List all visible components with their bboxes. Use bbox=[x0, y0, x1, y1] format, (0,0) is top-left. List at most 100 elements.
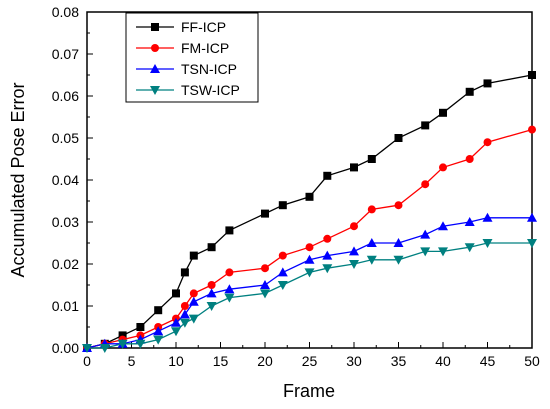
series-line bbox=[86, 217, 532, 349]
legend: FF-ICP FM-ICP TSN-ICP TSW-ICP bbox=[125, 12, 259, 103]
data-point bbox=[171, 327, 181, 337]
x-tick-label: 15 bbox=[213, 353, 229, 369]
series-line bbox=[87, 242, 532, 349]
data-point bbox=[394, 134, 403, 142]
tick-labels: 0 5 10 15 20 25 30 35 40 45 50 0.00 0.01 0.02 0.03 0.04… bbox=[52, 4, 540, 369]
x-tick-label: 5 bbox=[128, 353, 136, 369]
data-point bbox=[483, 79, 492, 88]
data-point bbox=[225, 226, 234, 235]
data-point bbox=[438, 221, 448, 231]
data-point bbox=[188, 296, 199, 306]
legend-marker bbox=[151, 23, 159, 31]
legend-marker bbox=[150, 64, 160, 73]
data-point bbox=[394, 201, 403, 210]
series-tsw-icp bbox=[82, 239, 537, 353]
data-point bbox=[349, 260, 359, 269]
y-tick-label: 0.02 bbox=[52, 256, 79, 272]
data-point bbox=[367, 155, 376, 163]
data-point bbox=[420, 247, 431, 257]
x-tick-label: 45 bbox=[480, 353, 496, 369]
y-tick-label: 0.07 bbox=[52, 46, 79, 62]
data-point bbox=[465, 155, 474, 163]
legend-item: FM-ICP bbox=[136, 40, 229, 56]
y-tick-label: 0.06 bbox=[52, 88, 79, 104]
data-point bbox=[528, 71, 536, 79]
data-point bbox=[136, 323, 145, 331]
data-point bbox=[528, 125, 536, 134]
data-point bbox=[305, 243, 314, 252]
y-tick-label: 0.05 bbox=[52, 130, 79, 146]
data-point bbox=[349, 246, 359, 256]
data-point bbox=[189, 289, 198, 298]
data-point bbox=[366, 255, 377, 265]
data-point bbox=[483, 138, 492, 147]
data-point bbox=[179, 309, 190, 319]
data-point bbox=[153, 335, 164, 345]
data-point bbox=[393, 255, 404, 265]
y-tick-label: 0.04 bbox=[52, 172, 79, 188]
data-point bbox=[225, 268, 234, 277]
y-axis-label: Accumulated Pose Error bbox=[8, 82, 28, 277]
legend-label: TSN-ICP bbox=[181, 61, 237, 77]
legend-item: FF-ICP bbox=[136, 19, 226, 35]
data-point bbox=[420, 229, 431, 239]
series-line bbox=[86, 128, 533, 349]
data-point bbox=[118, 331, 127, 340]
data-point bbox=[260, 289, 270, 299]
x-axis-label: Frame bbox=[283, 381, 335, 401]
data-point bbox=[367, 205, 376, 214]
legend-marker bbox=[151, 44, 159, 52]
legend-item: TSN-ICP bbox=[136, 61, 237, 77]
data-point bbox=[482, 212, 493, 222]
data-point bbox=[323, 171, 332, 180]
x-tick-label: 25 bbox=[302, 353, 318, 369]
x-tick-label: 10 bbox=[168, 353, 184, 369]
data-point bbox=[322, 264, 333, 274]
data-point bbox=[206, 288, 217, 298]
legend-label: FM-ICP bbox=[181, 40, 229, 56]
legend-label: TSW-ICP bbox=[181, 82, 240, 98]
y-tick-label: 0.00 bbox=[52, 340, 79, 356]
y-tick-label: 0.03 bbox=[52, 214, 79, 230]
data-point bbox=[153, 326, 164, 336]
data-point bbox=[277, 281, 288, 290]
legend-marker bbox=[150, 86, 160, 95]
x-tick-label: 30 bbox=[346, 353, 362, 369]
data-point bbox=[421, 180, 430, 189]
data-point bbox=[527, 239, 537, 248]
data-point bbox=[261, 264, 269, 273]
data-point bbox=[179, 318, 190, 328]
y-tick-label: 0.08 bbox=[52, 4, 79, 20]
data-point bbox=[207, 281, 216, 289]
data-point bbox=[366, 238, 377, 247]
data-point bbox=[323, 234, 332, 243]
data-point bbox=[465, 87, 474, 96]
y-tick-label: 0.01 bbox=[52, 298, 79, 314]
data-point bbox=[188, 314, 199, 324]
data-point bbox=[278, 251, 287, 260]
data-point bbox=[304, 254, 315, 264]
data-point bbox=[180, 268, 189, 277]
x-tick-label: 35 bbox=[391, 353, 407, 369]
data-point bbox=[350, 222, 358, 231]
legend-label: FF-ICP bbox=[181, 19, 226, 35]
data-point bbox=[189, 251, 198, 260]
data-point bbox=[261, 209, 269, 218]
data-point bbox=[438, 247, 448, 257]
data-point bbox=[278, 201, 287, 210]
data-point bbox=[207, 243, 216, 252]
data-point bbox=[206, 302, 217, 311]
data-point bbox=[439, 108, 447, 117]
data-point bbox=[82, 344, 92, 353]
x-tick-label: 20 bbox=[257, 353, 273, 369]
data-point bbox=[322, 250, 333, 260]
data-point bbox=[393, 238, 404, 247]
x-tick-label: 40 bbox=[435, 353, 451, 369]
data-point bbox=[117, 339, 128, 349]
data-point bbox=[421, 121, 430, 130]
data-point bbox=[224, 284, 235, 294]
data-point bbox=[305, 192, 314, 201]
x-tick-label: 0 bbox=[83, 353, 91, 369]
data-point bbox=[260, 280, 270, 289]
